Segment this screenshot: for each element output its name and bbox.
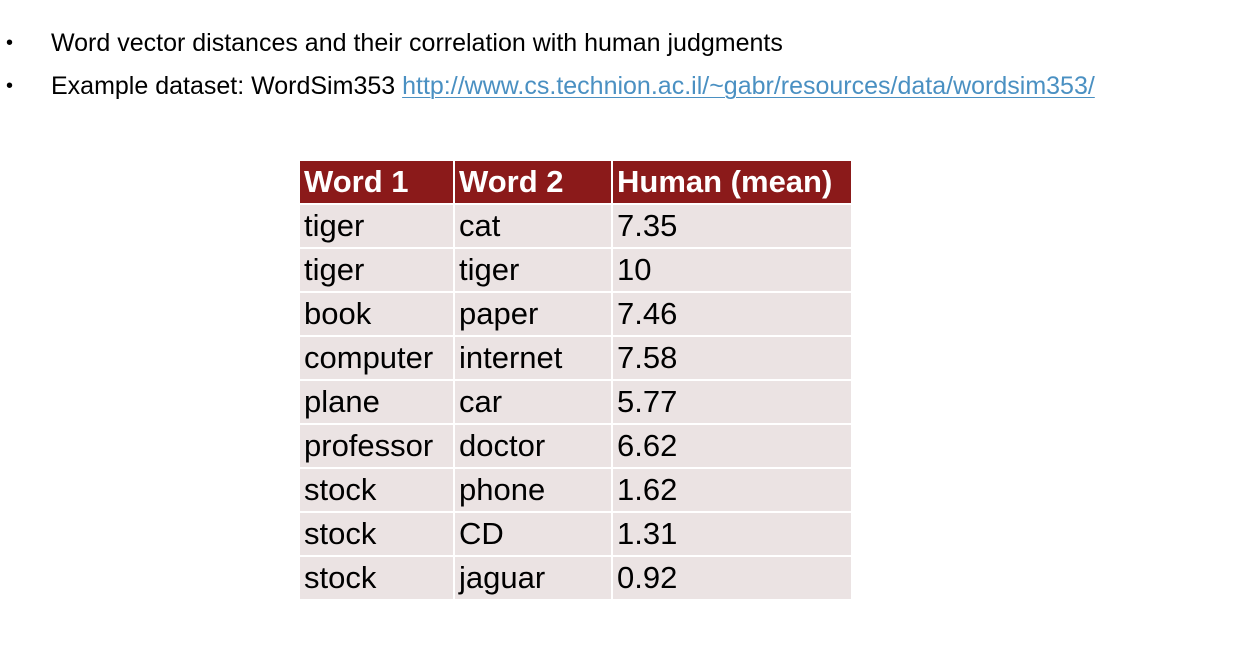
table-row: stock phone 1.62 bbox=[300, 469, 851, 511]
cell-word2: doctor bbox=[455, 425, 611, 467]
cell-human-mean: 0.92 bbox=[613, 557, 851, 599]
bullet-text: Example dataset: WordSim353 bbox=[51, 72, 403, 100]
table-row: book paper 7.46 bbox=[300, 293, 851, 335]
cell-word1: professor bbox=[300, 425, 453, 467]
column-header-word2: Word 2 bbox=[455, 161, 611, 203]
bullet-list: • Word vector distances and their correl… bbox=[0, 24, 1250, 110]
cell-human-mean: 1.31 bbox=[613, 513, 851, 555]
cell-word1: stock bbox=[300, 557, 453, 599]
cell-human-mean: 1.62 bbox=[613, 469, 851, 511]
table-row: tiger cat 7.35 bbox=[300, 205, 851, 247]
bullet-item-1: • Word vector distances and their correl… bbox=[0, 24, 1250, 67]
column-header-human-mean: Human (mean) bbox=[613, 161, 851, 203]
table-row: professor doctor 6.62 bbox=[300, 425, 851, 467]
cell-human-mean: 6.62 bbox=[613, 425, 851, 467]
column-header-word1: Word 1 bbox=[300, 161, 453, 203]
table-row: computer internet 7.58 bbox=[300, 337, 851, 379]
cell-word2: internet bbox=[455, 337, 611, 379]
cell-word2: car bbox=[455, 381, 611, 423]
cell-word2: tiger bbox=[455, 249, 611, 291]
cell-word2: cat bbox=[455, 205, 611, 247]
table-row: stock jaguar 0.92 bbox=[300, 557, 851, 599]
table-row: plane car 5.77 bbox=[300, 381, 851, 423]
cell-word1: tiger bbox=[300, 249, 453, 291]
cell-word1: plane bbox=[300, 381, 453, 423]
table-header-row: Word 1 Word 2 Human (mean) bbox=[300, 161, 851, 203]
cell-word2: phone bbox=[455, 469, 611, 511]
bullet-marker: • bbox=[6, 75, 14, 97]
bullet-text: Word vector distances and their correlat… bbox=[51, 29, 783, 57]
cell-word1: tiger bbox=[300, 205, 453, 247]
table-row: stock CD 1.31 bbox=[300, 513, 851, 555]
cell-word2: CD bbox=[455, 513, 611, 555]
cell-word1: stock bbox=[300, 513, 453, 555]
cell-human-mean: 7.58 bbox=[613, 337, 851, 379]
cell-human-mean: 7.46 bbox=[613, 293, 851, 335]
cell-human-mean: 5.77 bbox=[613, 381, 851, 423]
cell-word2: paper bbox=[455, 293, 611, 335]
cell-word2: jaguar bbox=[455, 557, 611, 599]
table-row: tiger tiger 10 bbox=[300, 249, 851, 291]
cell-word1: computer bbox=[300, 337, 453, 379]
bullet-marker: • bbox=[6, 32, 14, 54]
wordsim-table: Word 1 Word 2 Human (mean) tiger cat 7.3… bbox=[298, 159, 853, 601]
cell-human-mean: 10 bbox=[613, 249, 851, 291]
cell-word1: stock bbox=[300, 469, 453, 511]
bullet-item-2: • Example dataset: WordSim353 http://www… bbox=[0, 67, 1250, 110]
bullet-text-with-link: Example dataset: WordSim353 http://www.c… bbox=[51, 67, 1095, 105]
cell-word1: book bbox=[300, 293, 453, 335]
wordsim353-link[interactable]: http://www.cs.technion.ac.il/~gabr/resou… bbox=[402, 72, 1095, 100]
cell-human-mean: 7.35 bbox=[613, 205, 851, 247]
